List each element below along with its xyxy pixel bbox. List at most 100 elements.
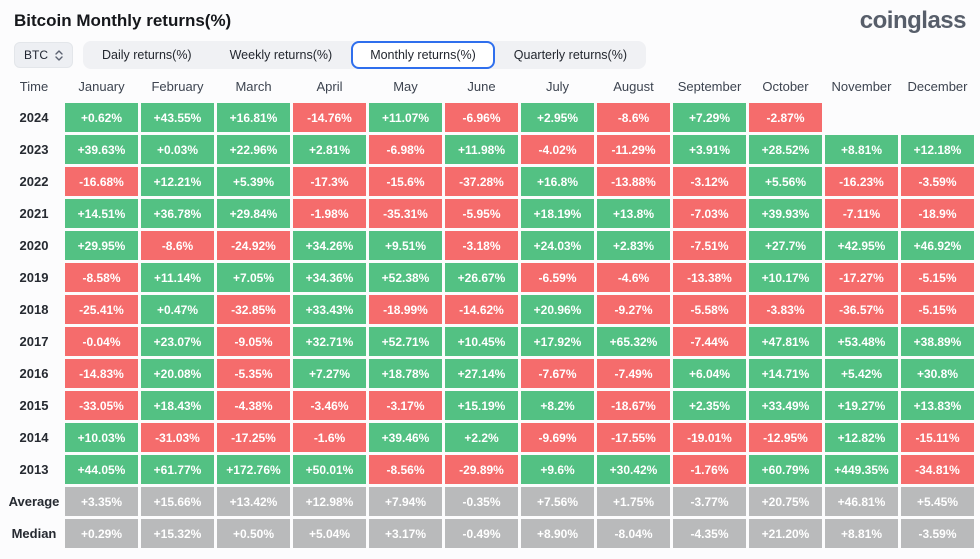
return-cell: -5.58% <box>673 295 746 325</box>
return-cell: +21.20% <box>749 519 822 549</box>
return-cell: +16.8% <box>521 167 594 197</box>
return-cell: +65.32% <box>597 327 670 357</box>
return-cell: -7.03% <box>673 199 746 229</box>
return-cell: -3.17% <box>369 391 442 421</box>
return-cell: +46.92% <box>901 231 974 261</box>
row-label: 2023 <box>19 142 49 158</box>
symbol-select[interactable]: BTC <box>14 42 73 69</box>
return-cell: +0.47% <box>141 295 214 325</box>
return-cell: -17.55% <box>597 423 670 453</box>
return-cell: +0.03% <box>141 135 214 165</box>
column-header: Time <box>19 79 49 95</box>
return-cell: +29.84% <box>217 199 290 229</box>
return-cell: +7.56% <box>521 487 594 517</box>
tab-weekly[interactable]: Weekly returns(%) <box>229 48 333 63</box>
returns-table-header: Time January February March April May June July… <box>6 74 974 99</box>
return-cell: +26.67% <box>445 263 518 293</box>
return-cell: -5.15% <box>901 295 974 325</box>
return-cell: -11.29% <box>597 135 670 165</box>
return-cell: +19.27% <box>825 391 898 421</box>
return-cell: -17.27% <box>825 263 898 293</box>
return-cell: -33.05% <box>65 391 138 421</box>
return-cell: -8.56% <box>369 455 442 485</box>
controls-bar: BTC Daily returns(%) Weekly returns(%) Mon… <box>0 34 980 74</box>
tab-daily[interactable]: Daily returns(%) <box>102 48 192 63</box>
return-cell: -4.6% <box>597 263 670 293</box>
return-cell: +12.18% <box>901 135 974 165</box>
return-cell: +5.56% <box>749 167 822 197</box>
return-cell: -9.27% <box>597 295 670 325</box>
return-cell: -3.12% <box>673 167 746 197</box>
return-cell: -7.44% <box>673 327 746 357</box>
return-cell: +12.21% <box>141 167 214 197</box>
return-cell: -3.18% <box>445 231 518 261</box>
return-cell: -17.3% <box>293 167 366 197</box>
return-cell: +24.03% <box>521 231 594 261</box>
return-cell: +34.26% <box>293 231 366 261</box>
column-header: July <box>545 79 570 95</box>
return-cell: -8.6% <box>141 231 214 261</box>
returns-table: Time January February March April May June July… <box>0 74 980 549</box>
return-cell: +2.35% <box>673 391 746 421</box>
return-cell: -1.6% <box>293 423 366 453</box>
return-cell: -4.02% <box>521 135 594 165</box>
return-cell: +33.43% <box>293 295 366 325</box>
return-cell <box>825 103 898 132</box>
return-cell: +18.78% <box>369 359 442 389</box>
return-cell: +15.66% <box>141 487 214 517</box>
column-header: May <box>393 79 418 95</box>
return-cell: -12.95% <box>749 423 822 453</box>
return-cell: -8.04% <box>597 519 670 549</box>
table-row: 2023 +39.63% +0.03% +22.96% +2.81% -6.98% +11.… <box>6 135 974 165</box>
return-cell: +10.45% <box>445 327 518 357</box>
column-header: February <box>151 79 204 95</box>
table-row: 2018 -25.41% +0.47% -32.85% +33.43% -18.99% -1… <box>6 295 974 325</box>
return-cell: -1.76% <box>673 455 746 485</box>
return-cell: +61.77% <box>141 455 214 485</box>
return-cell: +13.8% <box>597 199 670 229</box>
return-cell: +7.05% <box>217 263 290 293</box>
return-cell: +20.75% <box>749 487 822 517</box>
table-row: 2019 -8.58% +11.14% +7.05% +34.36% +52.38% +26… <box>6 263 974 293</box>
return-cell: +52.71% <box>369 327 442 357</box>
returns-period-tabs: Daily returns(%) Weekly returns(%) Monthly… <box>83 41 647 70</box>
return-cell: +29.95% <box>65 231 138 261</box>
column-header: January <box>78 79 125 95</box>
return-cell: +14.51% <box>65 199 138 229</box>
sort-updown-icon <box>55 50 63 61</box>
coinglass-logo[interactable]: coinglass <box>859 7 967 34</box>
return-cell: +18.43% <box>141 391 214 421</box>
return-cell: +5.39% <box>217 167 290 197</box>
return-cell: -4.35% <box>673 519 746 549</box>
return-cell: -6.59% <box>521 263 594 293</box>
return-cell: +7.29% <box>673 103 746 133</box>
return-cell: +11.98% <box>445 135 518 165</box>
return-cell: -37.28% <box>445 167 518 197</box>
return-cell: -0.35% <box>445 487 518 517</box>
return-cell: -0.04% <box>65 327 138 357</box>
return-cell: -7.51% <box>673 231 746 261</box>
row-label: 2016 <box>19 366 49 382</box>
return-cell: +15.32% <box>141 519 214 549</box>
column-header: December <box>907 79 968 95</box>
return-cell: -15.11% <box>901 423 974 453</box>
return-cell: +30.8% <box>901 359 974 389</box>
row-label: 2018 <box>19 302 49 318</box>
return-cell: +28.52% <box>749 135 822 165</box>
return-cell: +11.14% <box>141 263 214 293</box>
row-label: Average <box>8 494 60 510</box>
table-row: 2021 +14.51% +36.78% +29.84% -1.98% -35.31% -5… <box>6 199 974 229</box>
table-row: 2020 +29.95% -8.6% -24.92% +34.26% +9.51% -3.1… <box>6 231 974 261</box>
return-cell: +39.93% <box>749 199 822 229</box>
table-row: 2017 -0.04% +23.07% -9.05% +32.71% +52.71% +10… <box>6 327 974 357</box>
return-cell: -7.67% <box>521 359 594 389</box>
return-cell: +34.36% <box>293 263 366 293</box>
return-cell: +43.55% <box>141 103 214 133</box>
return-cell: -2.87% <box>749 103 822 133</box>
tab-quarterly[interactable]: Quarterly returns(%) <box>513 48 628 63</box>
return-cell: +5.45% <box>901 487 974 517</box>
return-cell: +60.79% <box>749 455 822 485</box>
return-cell: -24.92% <box>217 231 290 261</box>
return-cell: +8.2% <box>521 391 594 421</box>
tab-monthly[interactable]: Monthly returns(%) <box>351 41 495 70</box>
